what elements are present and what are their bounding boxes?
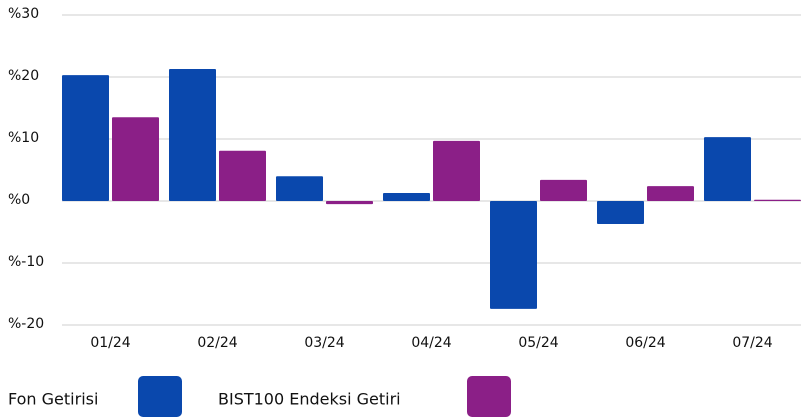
x-tick-label: 01/24 xyxy=(90,335,130,351)
bar xyxy=(169,68,216,201)
bar xyxy=(647,186,694,201)
legend-label: BIST100 Endeksi Getiri xyxy=(218,390,401,409)
legend-label: Fon Getirisi xyxy=(8,390,98,409)
bar xyxy=(112,117,159,201)
bar xyxy=(276,176,323,201)
x-tick-label: 07/24 xyxy=(732,335,772,351)
bar xyxy=(62,75,109,201)
legend-swatch xyxy=(138,376,182,417)
y-tick-label: %-20 xyxy=(8,316,44,332)
y-tick-label: %20 xyxy=(8,68,39,84)
x-tick-label: 03/24 xyxy=(304,335,344,351)
bar xyxy=(704,137,751,201)
y-tick-label: %-10 xyxy=(8,254,44,270)
bar xyxy=(326,201,373,205)
bar xyxy=(597,201,644,224)
x-tick-label: 02/24 xyxy=(197,335,237,351)
y-tick-label: %0 xyxy=(8,192,30,208)
bar xyxy=(754,199,801,201)
legend-swatch xyxy=(467,376,511,417)
y-tick-label: %30 xyxy=(8,6,39,22)
bar xyxy=(383,192,430,201)
bar xyxy=(433,140,480,201)
x-tick-label: 06/24 xyxy=(625,335,665,351)
x-tick-label: 04/24 xyxy=(411,335,451,351)
bar xyxy=(540,179,587,201)
bar xyxy=(219,150,266,201)
y-tick-label: %10 xyxy=(8,130,39,146)
bar xyxy=(490,201,537,309)
x-tick-label: 05/24 xyxy=(518,335,558,351)
